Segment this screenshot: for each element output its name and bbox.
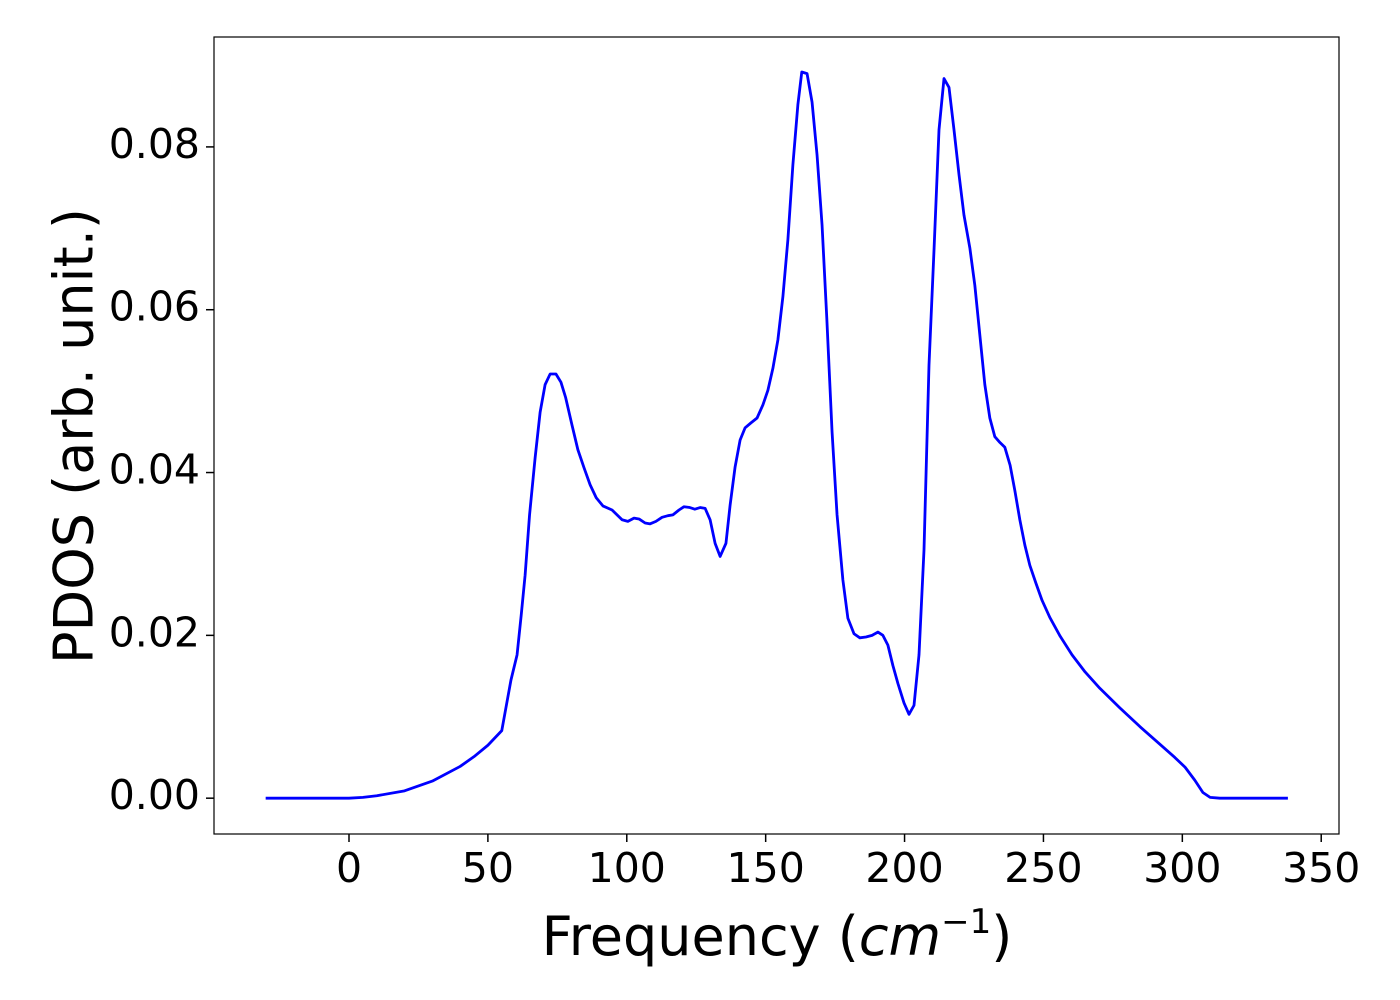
y-tick-label: 0.02 [109,608,200,656]
x-tick-label: 250 [1004,844,1082,892]
y-axis-label: PDOS (arb. unit.) [43,208,106,664]
x-tick-label: 50 [462,844,514,892]
y-tick-label: 0.04 [109,446,200,494]
y-tick-label: 0.06 [109,283,200,331]
x-tick-label: 350 [1282,844,1360,892]
x-tick-label: 100 [588,844,666,892]
y-tick-label: 0.00 [109,771,200,819]
x-axis-label: Frequency (cm−1) [542,902,1013,968]
x-tick-label: 200 [865,844,943,892]
x-tick-label: 150 [727,844,805,892]
plot-frame [213,36,1340,835]
y-tick-label: 0.08 [109,120,200,168]
x-tick-label: 300 [1143,844,1221,892]
x-tick-label: 0 [336,844,362,892]
data-line [265,70,1288,800]
